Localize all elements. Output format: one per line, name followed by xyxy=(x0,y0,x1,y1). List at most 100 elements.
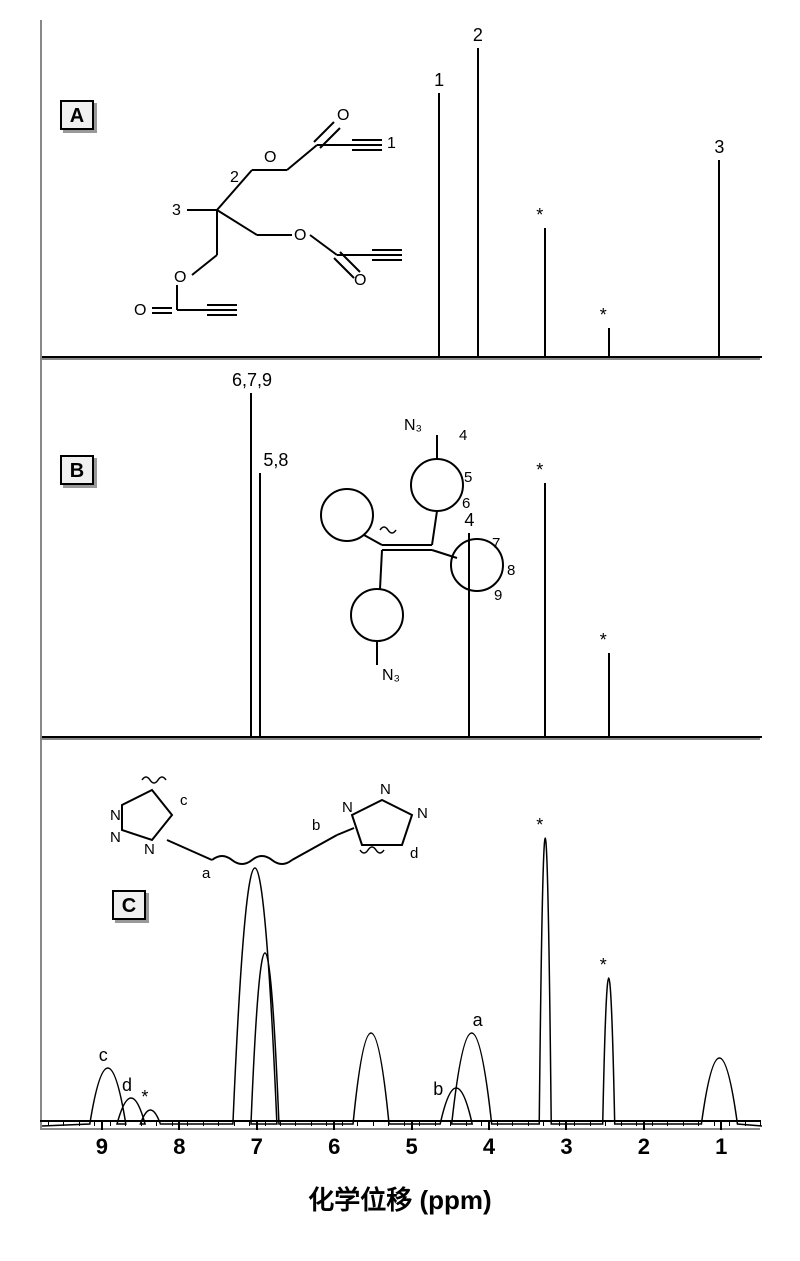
axis-minor-tick xyxy=(450,1120,451,1126)
nmr-peak xyxy=(544,483,546,738)
axis-minor-tick xyxy=(373,1120,374,1126)
axis-minor-tick xyxy=(234,1120,235,1126)
axis-minor-tick xyxy=(528,1120,529,1126)
spectrum-c: cd * b a * * xyxy=(42,740,762,1128)
peak-label: * xyxy=(536,460,543,481)
axis-minor-tick xyxy=(605,1120,606,1126)
peak-label: * xyxy=(600,305,607,326)
axis-minor-tick xyxy=(543,1120,544,1126)
axis-minor-tick xyxy=(156,1120,157,1126)
nmr-peak xyxy=(608,653,610,738)
axis-tick xyxy=(101,1120,103,1130)
axis-minor-tick xyxy=(94,1120,95,1126)
axis-minor-tick xyxy=(110,1120,111,1126)
panel-a: A 12**3 3 2 O O 1 O O xyxy=(40,20,760,360)
axis-minor-tick xyxy=(497,1120,498,1126)
axis-minor-tick xyxy=(621,1120,622,1126)
peak-label: * xyxy=(536,815,543,836)
axis-minor-tick xyxy=(203,1120,204,1126)
axis-minor-tick xyxy=(435,1120,436,1126)
axis-tick xyxy=(178,1120,180,1130)
peak-label: 3 xyxy=(714,137,724,158)
axis-tick xyxy=(256,1120,258,1130)
axis-tick xyxy=(720,1120,722,1130)
spectrum-b: 6,7,9 5,8 4 * * xyxy=(42,360,762,738)
axis-minor-tick xyxy=(187,1120,188,1126)
axis-minor-tick xyxy=(714,1120,715,1126)
nmr-peak xyxy=(438,93,440,358)
peak-label: a xyxy=(473,1010,483,1031)
axis-tick xyxy=(643,1120,645,1130)
axis-minor-tick xyxy=(357,1120,358,1126)
x-axis: 1 2 3 4 5 6 7 8 9 xyxy=(40,1120,760,1180)
nmr-peak xyxy=(544,228,546,358)
baseline xyxy=(42,356,762,358)
peak-label: 2 xyxy=(473,25,483,46)
peak-label: * xyxy=(600,955,607,976)
axis-minor-tick xyxy=(760,1120,761,1126)
spectrum-svg xyxy=(42,738,762,1128)
axis-minor-tick xyxy=(404,1120,405,1126)
axis-minor-tick xyxy=(512,1120,513,1126)
nmr-peak xyxy=(718,160,720,358)
axis-minor-tick xyxy=(636,1120,637,1126)
axis-tick xyxy=(333,1120,335,1130)
axis-tick xyxy=(565,1120,567,1130)
axis-tick-label: 8 xyxy=(173,1134,185,1160)
axis-tick-label: 2 xyxy=(638,1134,650,1160)
nmr-peak xyxy=(259,473,261,738)
axis-minor-tick xyxy=(342,1120,343,1126)
axis-minor-tick xyxy=(326,1120,327,1126)
axis-tick-label: 9 xyxy=(96,1134,108,1160)
peak-label: 6,7,9 xyxy=(232,370,272,391)
axis-minor-tick xyxy=(559,1120,560,1126)
peak-label: * xyxy=(536,205,543,226)
axis-minor-tick xyxy=(590,1120,591,1126)
axis-minor-tick xyxy=(280,1120,281,1126)
axis-minor-tick xyxy=(481,1120,482,1126)
axis-tick-label: 7 xyxy=(251,1134,263,1160)
axis-minor-tick xyxy=(48,1120,49,1126)
peak-label: d xyxy=(122,1075,132,1096)
nmr-peak xyxy=(468,533,470,738)
peak-label: * xyxy=(600,630,607,651)
nmr-peak xyxy=(250,393,252,738)
spectrum-a: 1 2 * * 3 xyxy=(42,20,762,358)
axis-minor-tick xyxy=(729,1120,730,1126)
peak-label: * xyxy=(141,1087,148,1108)
axis-minor-tick xyxy=(574,1120,575,1126)
axis-tick-label: 3 xyxy=(560,1134,572,1160)
peak-label: 5,8 xyxy=(263,450,288,471)
peak-label: 1 xyxy=(434,70,444,91)
peak-label: c xyxy=(99,1045,108,1066)
axis-minor-tick xyxy=(249,1120,250,1126)
axis-minor-tick xyxy=(683,1120,684,1126)
axis-minor-tick xyxy=(125,1120,126,1126)
axis-tick xyxy=(411,1120,413,1130)
axis-minor-tick xyxy=(652,1120,653,1126)
axis-tick-label: 4 xyxy=(483,1134,495,1160)
axis-minor-tick xyxy=(667,1120,668,1126)
axis-title: 化学位移 (ppm) xyxy=(40,1180,760,1217)
axis-tick xyxy=(488,1120,490,1130)
peak-label: 4 xyxy=(464,510,474,531)
axis-minor-tick xyxy=(265,1120,266,1126)
axis-minor-tick xyxy=(79,1120,80,1126)
axis-tick-label: 5 xyxy=(405,1134,417,1160)
nmr-peak xyxy=(477,48,479,358)
axis-minor-tick xyxy=(218,1120,219,1126)
axis-minor-tick xyxy=(141,1120,142,1126)
axis-minor-tick xyxy=(466,1120,467,1126)
axis-minor-tick xyxy=(698,1120,699,1126)
axis-minor-tick xyxy=(745,1120,746,1126)
panel-c: C cd*ba** N N N c a b N N N d xyxy=(40,740,760,1130)
axis-tick-label: 1 xyxy=(715,1134,727,1160)
peak-label: b xyxy=(433,1079,443,1100)
axis-minor-tick xyxy=(63,1120,64,1126)
axis-minor-tick xyxy=(295,1120,296,1126)
axis-minor-tick xyxy=(311,1120,312,1126)
panel-b: B 6,7,95,84** N₃ 4 5 6 7 8 9 xyxy=(40,360,760,740)
axis-minor-tick xyxy=(388,1120,389,1126)
axis-tick-label: 6 xyxy=(328,1134,340,1160)
nmr-peak xyxy=(608,328,610,358)
